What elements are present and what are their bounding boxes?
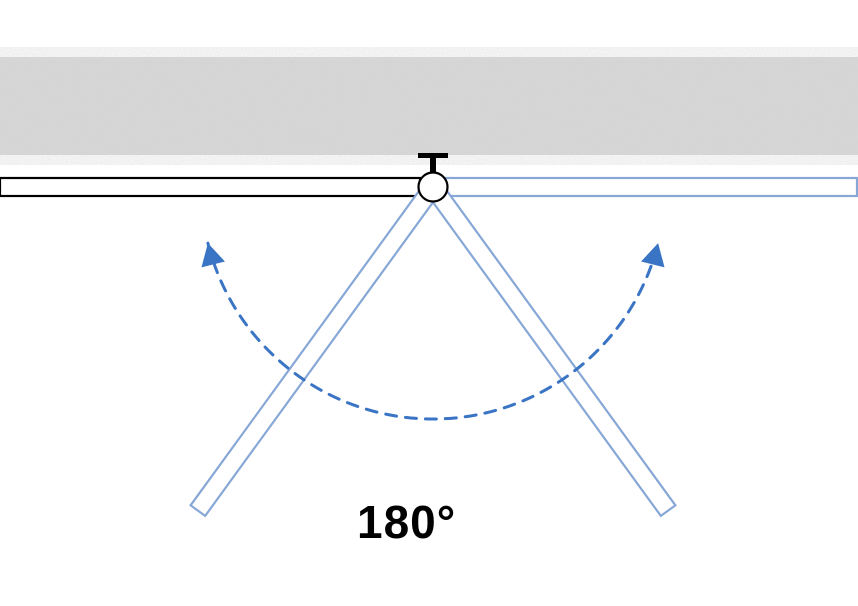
diagram-canvas: 180° xyxy=(0,0,858,606)
panel-right-horizontal xyxy=(445,178,857,196)
angle-label: 180° xyxy=(357,495,456,549)
pivot-mount-cap xyxy=(418,153,448,158)
arc-arrow-left xyxy=(201,243,224,267)
ceiling-texture xyxy=(0,57,858,155)
panel-diagonal-right xyxy=(426,182,676,516)
arc-arrow-right xyxy=(641,243,664,267)
pivot-circle xyxy=(419,173,448,202)
panel-diagonal-left xyxy=(191,182,441,516)
panel-left-horizontal xyxy=(0,178,420,196)
